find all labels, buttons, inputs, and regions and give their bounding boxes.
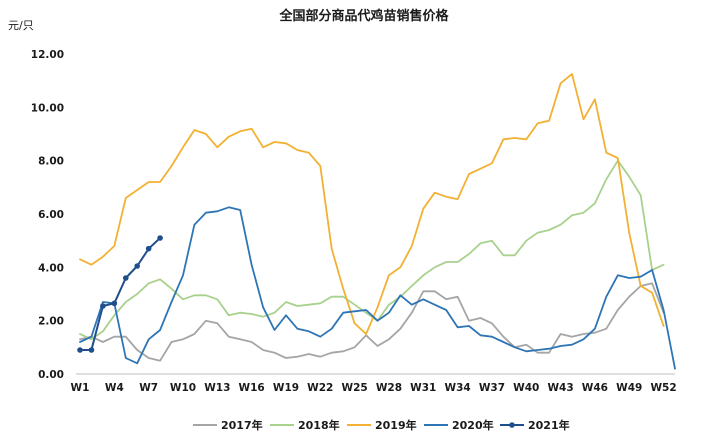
series-2017年 xyxy=(79,282,665,362)
x-tick-label: W31 xyxy=(410,382,436,394)
series-marker xyxy=(77,347,83,353)
series-marker xyxy=(145,245,152,252)
legend-label: 2019年 xyxy=(375,418,417,432)
series-layer xyxy=(77,73,676,370)
legend-item: 2021年 xyxy=(500,418,570,432)
legend-label: 2021年 xyxy=(528,418,570,432)
series-line xyxy=(79,237,162,351)
legend: 2017年 2018年 2019年 2020年 2021年 xyxy=(193,418,570,432)
series-2018年 xyxy=(79,159,665,341)
legend-label: 2017年 xyxy=(221,418,263,432)
x-tick-label: W34 xyxy=(444,382,470,394)
y-tick-label: 0.00 xyxy=(38,369,64,381)
legend-item: 2019年 xyxy=(347,418,417,432)
series-marker xyxy=(88,347,95,353)
series-line xyxy=(79,73,665,335)
x-tick-label: W22 xyxy=(307,382,333,394)
legend-marker xyxy=(509,422,515,428)
x-axis-ticks: W1 W4 W7 W10 W13 W16 W19 W22 W25 W28 W31 W34 W37 W40 W… xyxy=(71,382,677,394)
x-tick-label: W52 xyxy=(650,382,676,394)
x-tick-label: W10 xyxy=(170,382,196,394)
x-tick-label: W37 xyxy=(479,382,505,394)
x-tick-label: W40 xyxy=(513,382,539,394)
x-tick-label: W1 xyxy=(71,382,90,394)
y-tick-label: 8.00 xyxy=(38,156,64,168)
legend-item: 2017年 xyxy=(193,418,263,432)
series-marker xyxy=(157,235,163,241)
series-2019年 xyxy=(79,73,665,335)
x-tick-label: W46 xyxy=(582,382,608,394)
legend-item: 2020年 xyxy=(424,418,494,432)
legend-label: 2020年 xyxy=(452,418,494,432)
x-tick-label: W19 xyxy=(273,382,299,394)
y-axis-unit-label: 元/只 xyxy=(8,19,34,32)
series-line xyxy=(79,159,665,341)
x-tick-label: W49 xyxy=(616,382,642,394)
series-2021年 xyxy=(77,235,163,353)
chart-title: 全国部分商品代鸡苗销售价格 xyxy=(278,8,449,24)
series-line xyxy=(79,206,676,370)
series-marker xyxy=(122,275,129,281)
series-2020年 xyxy=(79,206,676,370)
x-tick-label: W28 xyxy=(376,382,402,394)
x-tick-label: W13 xyxy=(204,382,230,394)
x-tick-label: W7 xyxy=(139,382,158,394)
legend-item: 2018年 xyxy=(270,418,340,432)
y-axis-ticks: 0.00 2.00 4.00 6.00 8.00 10.00 12.00 xyxy=(31,49,64,381)
series-marker xyxy=(100,303,106,309)
x-tick-label: W25 xyxy=(342,382,368,394)
series-marker xyxy=(111,300,118,307)
y-tick-label: 6.00 xyxy=(38,209,64,221)
x-tick-label: W4 xyxy=(105,382,124,394)
legend-label: 2018年 xyxy=(298,418,340,432)
y-tick-label: 12.00 xyxy=(31,49,64,61)
series-line xyxy=(79,282,665,362)
y-tick-label: 2.00 xyxy=(38,316,64,328)
x-tick-label: W43 xyxy=(547,382,573,394)
y-tick-label: 10.00 xyxy=(31,102,64,114)
x-tick-label: W16 xyxy=(239,382,265,394)
y-tick-label: 4.00 xyxy=(38,262,64,274)
series-marker xyxy=(134,263,141,269)
